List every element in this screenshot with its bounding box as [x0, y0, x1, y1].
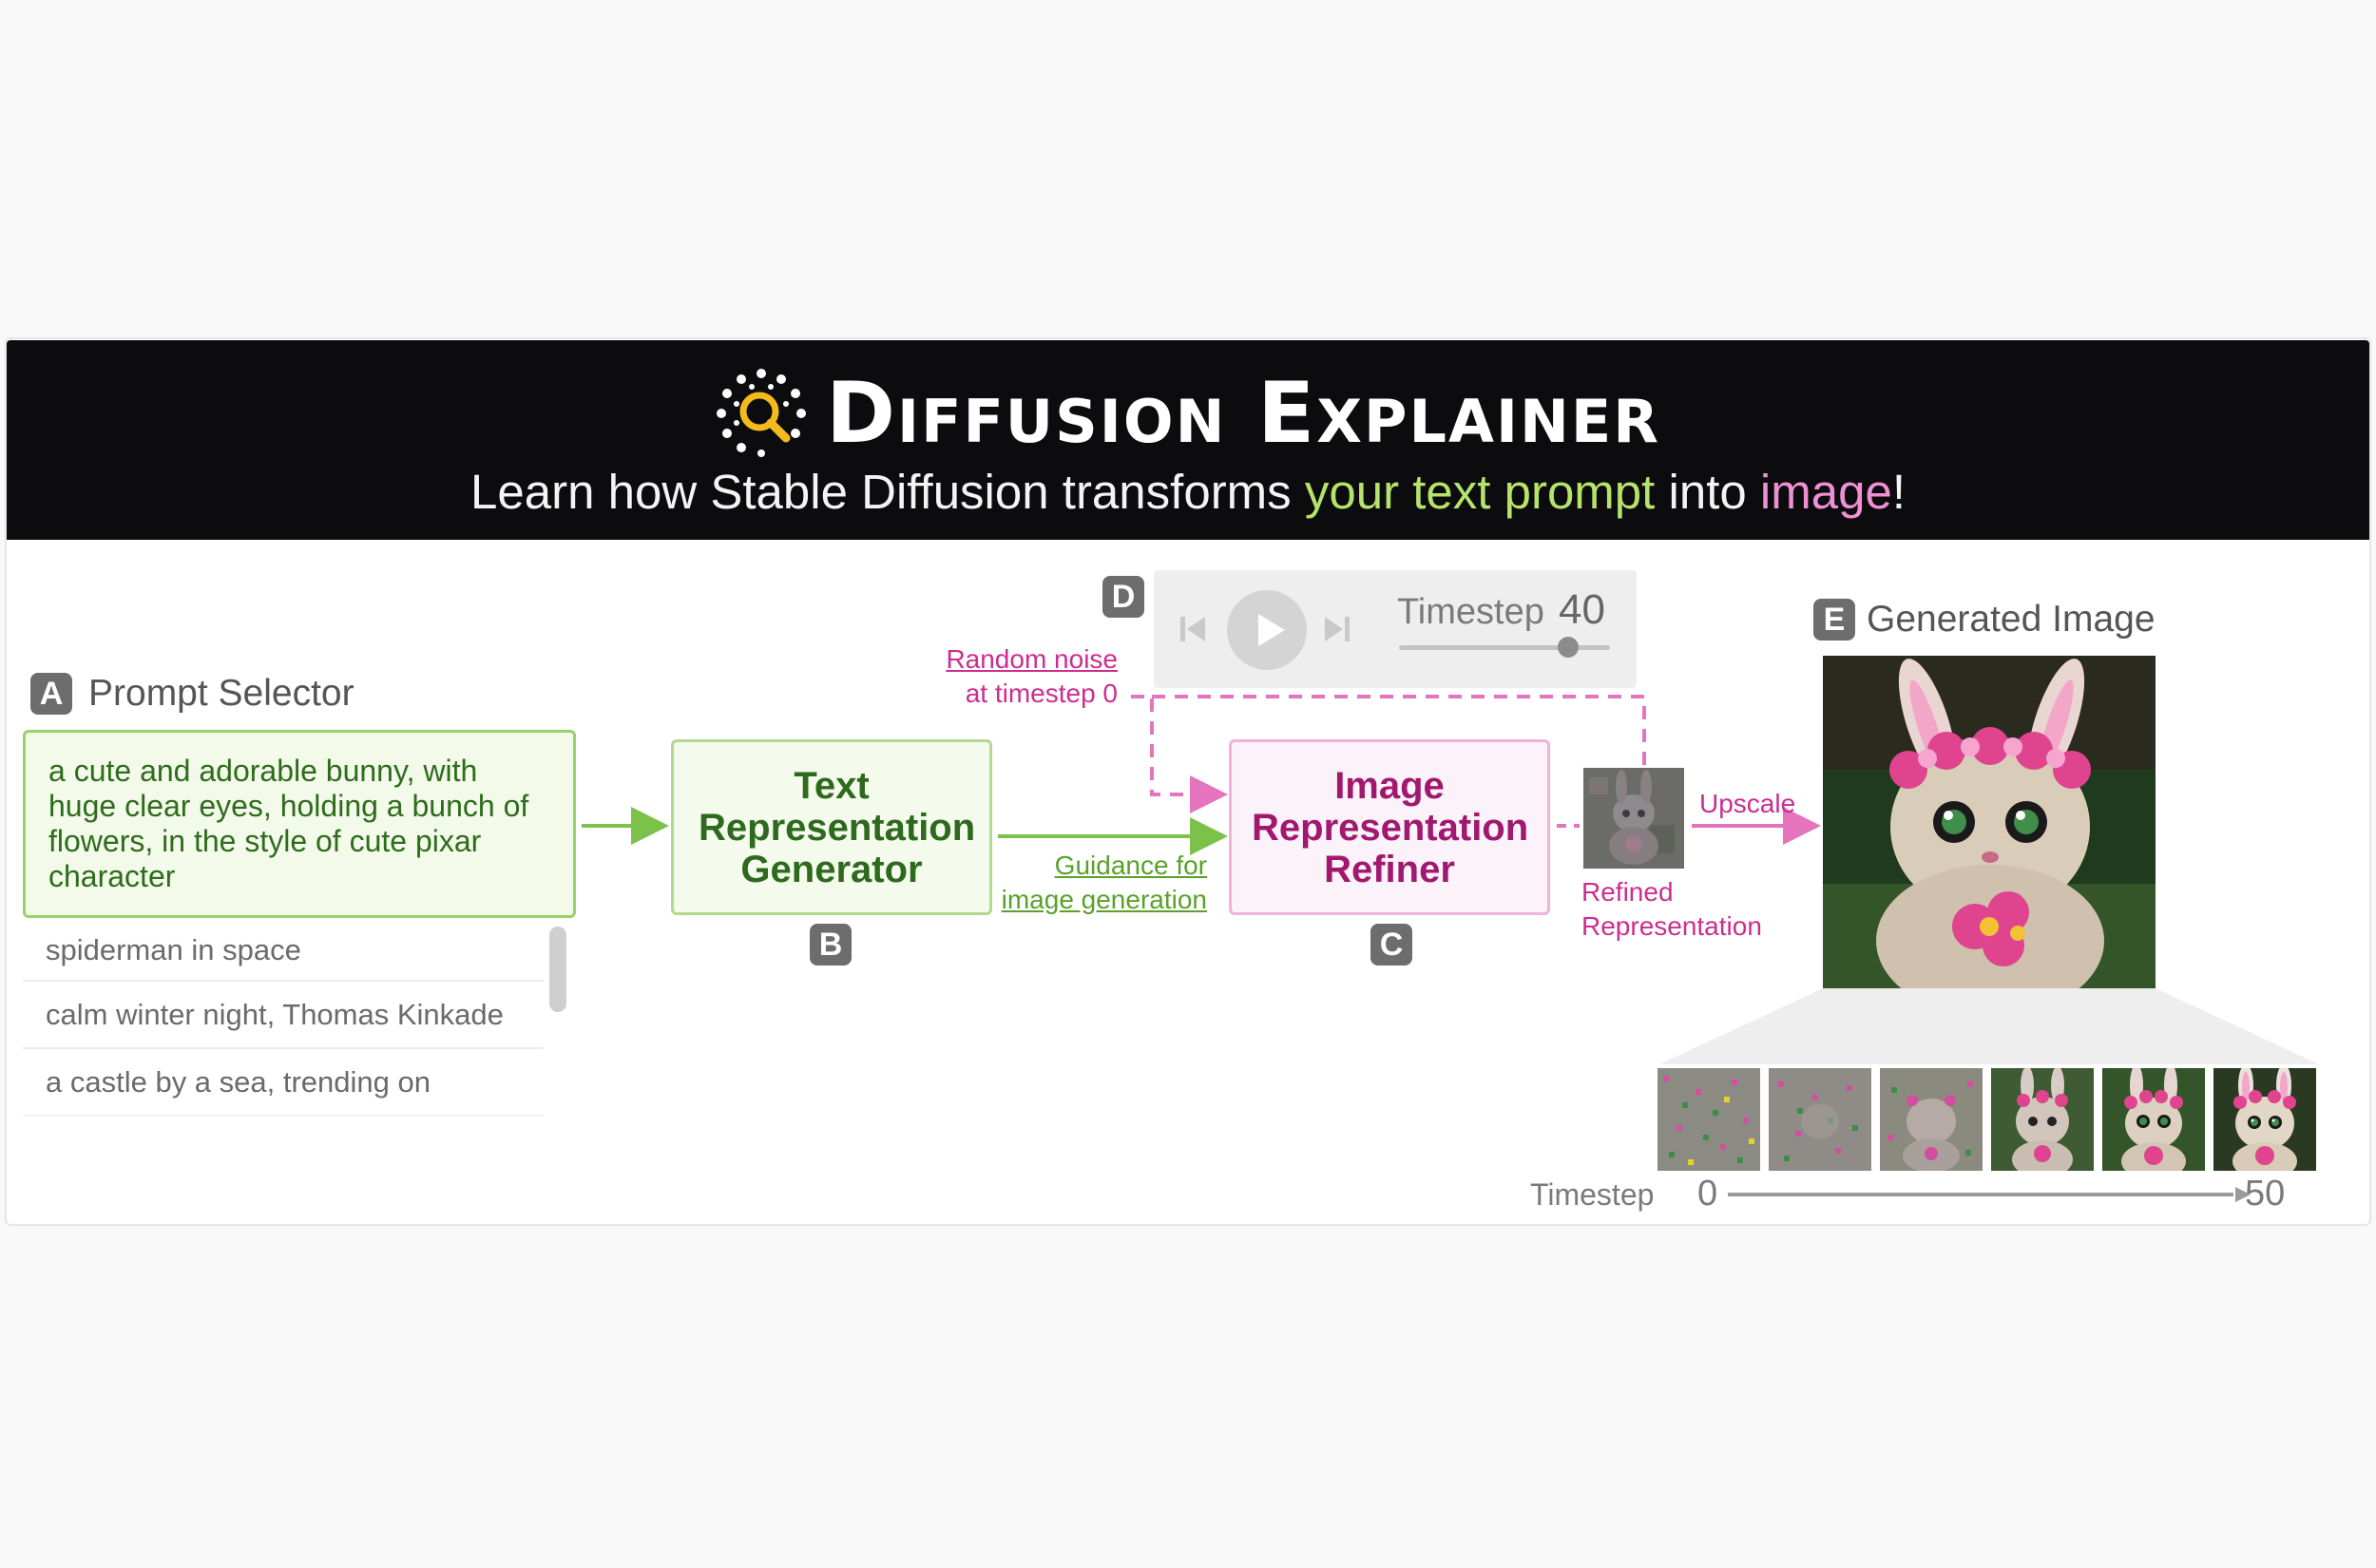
image-representation-refiner[interactable]: Image Representation Refiner: [1229, 739, 1550, 915]
prompt-option[interactable]: calm winter night, Thomas Kinkade: [23, 982, 544, 1049]
timeline-axis-label: Timestep: [1530, 1177, 1655, 1212]
selected-prompt[interactable]: a cute and adorable bunny, with huge cle…: [23, 730, 576, 918]
badge-a: A: [30, 673, 72, 715]
refined-representation-image[interactable]: [1583, 768, 1684, 869]
generated-image-label: Generated Image: [1867, 599, 2156, 640]
timestep-label: Timestep: [1397, 592, 1544, 632]
text-representation-generator[interactable]: Text Representation Generator: [671, 739, 992, 915]
timestep-slider[interactable]: [1399, 645, 1610, 650]
app-title: Diffusion Explainer: [0, 366, 2376, 478]
prompt-list-fade: [23, 1093, 593, 1150]
subtitle-image: image: [1759, 465, 1892, 519]
random-noise-line1: Random noise: [946, 644, 1118, 674]
badge-d: D: [1102, 576, 1144, 618]
skip-back-icon[interactable]: [1178, 613, 1207, 645]
header-bar: [7, 340, 2369, 540]
timeline-thumbnail[interactable]: [1769, 1068, 1871, 1171]
timestep-slider-thumb[interactable]: [1557, 637, 1579, 658]
generated-image[interactable]: [1823, 656, 2156, 988]
badge-e: E: [1813, 599, 1855, 641]
skip-forward-icon[interactable]: [1323, 613, 1351, 645]
guidance-label: Guidance for image generation: [950, 849, 1207, 917]
random-noise-line2: at timestep 0: [965, 679, 1118, 708]
subtitle-text-prompt: your text prompt: [1304, 465, 1656, 519]
timestep-value: 40: [1559, 586, 1605, 633]
timeline-thumbnail[interactable]: [2213, 1068, 2316, 1171]
timeline-thumbnail[interactable]: [1880, 1068, 1983, 1171]
badge-b: B: [810, 924, 852, 966]
timeline-end: 50: [2245, 1174, 2286, 1214]
loop-refined-to-refiner: [1152, 695, 1646, 766]
image-refiner-label: Image Representation Refiner: [1252, 764, 1529, 890]
prompt-selector-label: Prompt Selector: [88, 673, 354, 714]
subtitle-prefix: Learn how Stable Diffusion transforms: [470, 465, 1305, 519]
refined-label-line1: Refined: [1581, 877, 1674, 907]
refined-label: Refined Representation: [1581, 875, 1762, 944]
timeline-arrow-head: [2235, 1187, 2251, 1202]
badge-c: C: [1370, 924, 1412, 966]
random-noise-label: Random noise at timestep 0: [912, 642, 1118, 711]
play-icon[interactable]: [1226, 589, 1308, 671]
prompt-options-list[interactable]: spiderman in space calm winter night, Th…: [23, 920, 576, 1148]
timeline-start: 0: [1697, 1174, 1718, 1214]
app-title-text: Diffusion Explainer: [825, 364, 1660, 462]
timeline-thumbnail[interactable]: [1657, 1068, 1760, 1171]
refined-label-line2: Representation: [1581, 911, 1762, 941]
magnifier-dots-icon: [716, 369, 806, 457]
subtitle-suffix: !: [1891, 465, 1906, 519]
subtitle-middle: into: [1655, 465, 1760, 519]
zoom-funnel: [1659, 988, 2319, 1064]
guidance-label-line1: Guidance for: [1054, 851, 1207, 880]
prompt-option[interactable]: spiderman in space: [23, 920, 544, 982]
timeline-thumbnail[interactable]: [2102, 1068, 2205, 1171]
upscale-label: Upscale: [1699, 789, 1796, 818]
prompt-list-scrollbar[interactable]: [549, 927, 566, 1012]
text-generator-label: Text Representation Generator: [699, 764, 976, 890]
guidance-label-line2: image generation: [1001, 885, 1207, 914]
app-subtitle: Learn how Stable Diffusion transforms yo…: [0, 464, 2376, 521]
arrow-noise-to-refiner: [1131, 695, 1228, 813]
timeline-thumbnail[interactable]: [1991, 1068, 2094, 1171]
